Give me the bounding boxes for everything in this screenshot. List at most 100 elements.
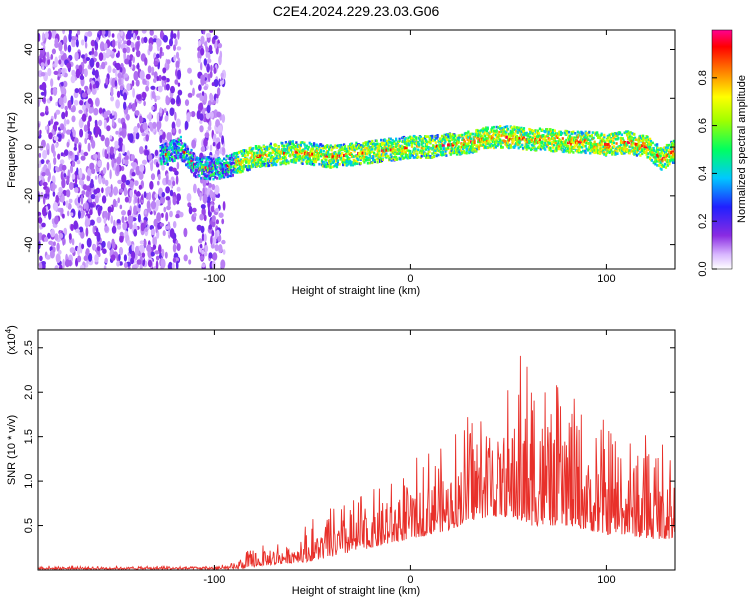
heatmap-cell <box>457 145 460 148</box>
heatmap-cell <box>169 159 172 162</box>
heatmap-cell <box>184 148 187 152</box>
heatmap-cell <box>174 38 178 46</box>
heatmap-cell <box>612 139 615 143</box>
heatmap-cell <box>90 39 96 47</box>
heatmap-cell <box>171 158 174 161</box>
heatmap-cell <box>485 138 488 141</box>
heatmap-cell <box>153 218 158 227</box>
heatmap-cell <box>347 146 350 150</box>
heatmap-cell <box>210 161 213 165</box>
heatmap-cell <box>201 233 205 242</box>
heatmap-cell <box>280 157 283 160</box>
heatmap-cell <box>45 254 51 260</box>
heatmap-cell <box>115 99 120 109</box>
heatmap-cell <box>257 164 260 167</box>
heatmap-cell <box>217 42 223 49</box>
heatmap-cell <box>390 155 393 159</box>
heatmap-cell <box>76 167 79 176</box>
heatmap-cell <box>358 144 361 147</box>
heatmap-cell <box>241 161 244 165</box>
heatmap-cell <box>547 130 550 134</box>
heatmap-cell <box>98 119 103 127</box>
heatmap-cell <box>445 154 448 157</box>
heatmap-cell <box>174 79 179 85</box>
heatmap-cell <box>177 69 182 80</box>
heatmap-cell <box>230 165 233 169</box>
heatmap-cell <box>144 227 148 233</box>
heatmap-cell <box>507 141 510 144</box>
heatmap-cell <box>94 254 99 263</box>
heatmap-cell <box>528 141 531 145</box>
heatmap-cell <box>218 160 221 164</box>
heatmap-cell <box>450 138 453 142</box>
heatmap-cell <box>95 97 100 107</box>
heatmap-cell <box>147 224 150 230</box>
heatmap-cell <box>387 141 390 145</box>
heatmap-cell <box>554 132 557 135</box>
heatmap-cell <box>421 140 424 143</box>
heatmap-cell <box>522 147 525 150</box>
heatmap-cell <box>133 70 139 81</box>
heatmap-cell <box>376 144 379 148</box>
heatmap-cell <box>93 189 98 195</box>
heatmap-cell <box>71 126 75 133</box>
heatmap-cell <box>114 80 118 87</box>
heatmap-cell <box>85 131 88 140</box>
heatmap-cell <box>236 163 239 167</box>
heatmap-cell <box>644 137 647 140</box>
heatmap-cell <box>143 100 146 107</box>
heatmap-cell <box>39 53 44 59</box>
heatmap-cell <box>139 264 143 269</box>
heatmap-cell <box>548 148 551 152</box>
heatmap-cell <box>93 50 98 57</box>
heatmap-cell <box>154 250 160 255</box>
heatmap-cell <box>162 146 165 149</box>
heatmap-cell <box>388 144 391 148</box>
heatmap-cell <box>224 158 227 162</box>
heatmap-cell <box>563 148 566 152</box>
heatmap-cell <box>277 145 280 149</box>
heatmap-cell <box>132 56 135 64</box>
heatmap-cell <box>653 149 656 152</box>
heatmap-cell <box>103 119 107 130</box>
heatmap-cell <box>129 54 134 61</box>
heatmap-cell <box>104 226 109 232</box>
heatmap-cell <box>557 140 560 143</box>
heatmap-cell <box>509 146 512 149</box>
heatmap-cell <box>497 135 500 139</box>
heatmap-cell <box>121 210 126 216</box>
heatmap-cell <box>511 137 514 141</box>
heatmap-cell <box>628 145 631 149</box>
heatmap-cell <box>169 145 172 148</box>
heatmap-cell <box>61 178 66 189</box>
heatmap-cell <box>461 151 464 154</box>
heatmap-cell <box>369 150 372 154</box>
heatmap-cell <box>175 153 178 156</box>
heatmap-cell <box>583 138 586 141</box>
heatmap-cell <box>320 143 323 146</box>
heatmap-cell <box>512 134 515 138</box>
heatmap-cell <box>645 148 648 152</box>
heatmap-cell <box>119 85 124 91</box>
heatmap-cell <box>55 253 61 264</box>
heatmap-cell <box>165 175 169 185</box>
heatmap-cell <box>129 189 133 198</box>
heatmap-cell <box>128 102 132 109</box>
heatmap-cell <box>410 152 413 156</box>
heatmap-cell <box>186 154 189 157</box>
heatmap-cell <box>203 58 207 66</box>
heatmap-cell <box>626 143 629 146</box>
heatmap-cell <box>97 206 101 217</box>
heatmap-cell <box>348 158 351 161</box>
heatmap-cell <box>118 76 122 86</box>
heatmap-cell <box>494 145 497 149</box>
heatmap-cell <box>364 149 367 153</box>
heatmap-cell <box>315 147 318 151</box>
heatmap-cell <box>210 170 213 174</box>
heatmap-cell <box>259 161 262 164</box>
heatmap-cell <box>41 172 46 177</box>
heatmap-cell <box>159 222 165 227</box>
heatmap-cell <box>370 156 373 160</box>
heatmap-cell <box>221 159 224 163</box>
heatmap-cell <box>213 79 219 87</box>
